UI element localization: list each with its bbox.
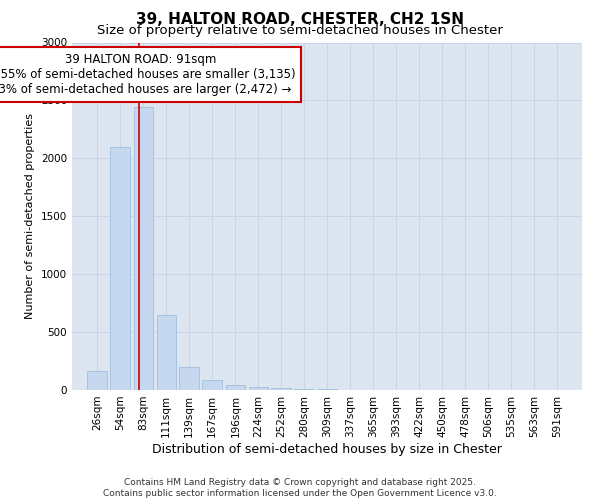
Bar [271, 388, 290, 390]
Text: Size of property relative to semi-detached houses in Chester: Size of property relative to semi-detach… [97, 24, 503, 37]
Bar [157, 314, 176, 390]
Text: 39 HALTON ROAD: 91sqm
← 55% of semi-detached houses are smaller (3,135)
43% of s: 39 HALTON ROAD: 91sqm ← 55% of semi-deta… [0, 53, 295, 96]
X-axis label: Distribution of semi-detached houses by size in Chester: Distribution of semi-detached houses by … [152, 442, 502, 456]
Bar [88, 372, 107, 390]
Bar [110, 147, 130, 390]
Bar [248, 387, 268, 390]
Bar [134, 108, 153, 390]
Bar [179, 367, 199, 390]
Text: 39, HALTON ROAD, CHESTER, CH2 1SN: 39, HALTON ROAD, CHESTER, CH2 1SN [136, 12, 464, 28]
Bar [294, 389, 314, 390]
Bar [202, 380, 222, 390]
Y-axis label: Number of semi-detached properties: Number of semi-detached properties [25, 114, 35, 320]
Text: Contains HM Land Registry data © Crown copyright and database right 2025.
Contai: Contains HM Land Registry data © Crown c… [103, 478, 497, 498]
Bar [226, 386, 245, 390]
